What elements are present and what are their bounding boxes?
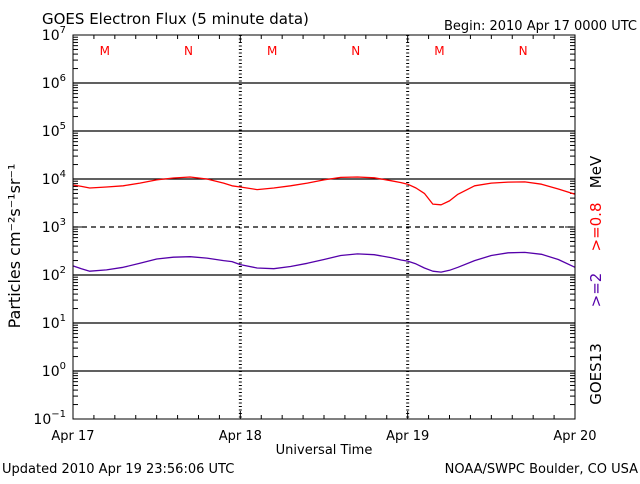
mev-label: MeV	[587, 155, 605, 188]
mn-marker: M	[267, 44, 277, 58]
series-line-lo-energy	[72, 251, 576, 273]
lo-energy-label: >=2	[587, 273, 605, 308]
footer-updated: Updated 2010 Apr 19 23:56:06 UTC	[2, 462, 234, 477]
x-tick-label: Apr 20	[553, 429, 596, 444]
mn-marker: M	[434, 44, 444, 58]
x-axis-label: Universal Time	[276, 443, 373, 458]
mn-marker: M	[100, 44, 110, 58]
gridlines	[73, 82, 575, 372]
mn-marker: N	[184, 44, 193, 58]
mn-marker: N	[519, 44, 528, 58]
y-tick-label: 104	[42, 169, 66, 188]
series-line-hi-energy	[72, 176, 576, 206]
y-tick-label: 102	[42, 265, 66, 284]
y-tick-label: 107	[42, 25, 66, 44]
begin-label: Begin: 2010 Apr 17 0000 UTC	[444, 19, 637, 34]
y-axis-label: Particles cm⁻²s⁻¹sr⁻¹	[5, 164, 24, 329]
day-boundary-lines	[238, 35, 410, 419]
chart-title: GOES Electron Flux (5 minute data)	[42, 10, 309, 28]
x-tick-label: Apr 18	[219, 429, 262, 444]
y-tick-label: 103	[42, 217, 66, 236]
y-axis-ticks: 107 106 105 104 103 102 101 100 10−1	[33, 25, 575, 428]
satellite-label: GOES13	[587, 343, 605, 405]
y-tick-label: 100	[42, 361, 66, 380]
y-tick-label: 10−1	[33, 409, 66, 428]
y-tick-label: 105	[42, 121, 66, 140]
mn-marker: N	[351, 44, 360, 58]
footer-credit: NOAA/SWPC Boulder, CO USA	[445, 462, 638, 477]
y-tick-label: 101	[42, 313, 66, 332]
hi-energy-label: >=0.8	[587, 203, 605, 252]
plot-frame	[72, 34, 576, 420]
right-side-labels: MeV >=0.8 >=2 GOES13	[587, 155, 605, 405]
x-tick-label: Apr 17	[51, 429, 94, 444]
x-tick-label: Apr 19	[386, 429, 429, 444]
x-axis-ticks: Apr 17 Apr 18 Apr 19 Apr 20	[51, 35, 597, 444]
y-tick-label: 106	[42, 73, 66, 92]
data-series	[72, 176, 576, 273]
